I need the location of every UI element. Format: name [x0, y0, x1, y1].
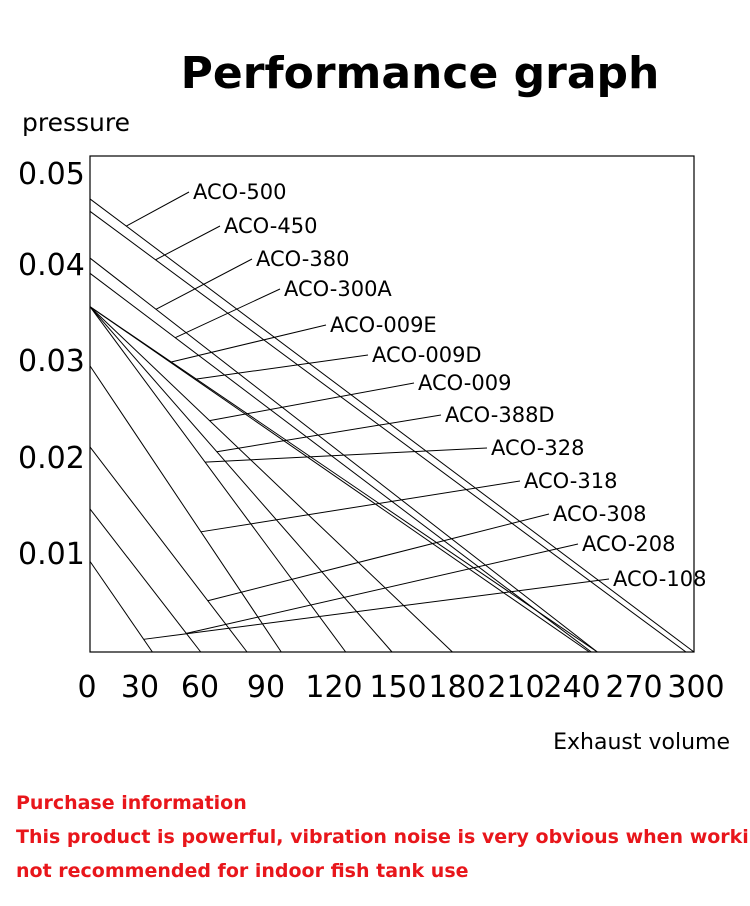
x-tick-label: 210: [487, 670, 544, 705]
y-tick-label: 0.05: [18, 157, 85, 192]
x-tick-label: 270: [605, 670, 662, 705]
x-tick-label: 60: [181, 670, 219, 705]
chart-title: Performance graph: [181, 48, 660, 99]
series-label: ACO-108: [613, 567, 706, 591]
series-line: [89, 306, 598, 653]
series-layer: ACO-500 ACO-450 ACO-380 ACO-300A ACO-009E ACO…: [89, 180, 706, 653]
series-label: ACO-388D: [445, 403, 555, 427]
y-axis-label: pressure: [22, 108, 130, 137]
series-leader-line: [209, 382, 415, 422]
series-label: ACO-208: [582, 532, 675, 556]
series-line: [89, 508, 202, 653]
series-leader-line: [171, 324, 327, 363]
series-line: [89, 210, 687, 653]
y-tick-label: 0.04: [18, 248, 85, 283]
series-label: ACO-450: [224, 214, 317, 238]
purchase-notice: Purchase information This product is pow…: [16, 786, 750, 888]
x-axis-label: Exhaust volume: [553, 730, 730, 755]
series-leader-line: [216, 414, 442, 453]
series-leader-line: [205, 447, 488, 463]
series-line: [89, 306, 393, 653]
series-leader-line: [207, 513, 550, 602]
notice-line-2: not recommended for indoor fish tank use: [16, 860, 469, 882]
series-line: [89, 365, 282, 653]
series-leader-line: [155, 258, 253, 310]
series-leader-line: [143, 578, 610, 640]
series-leader-line: [194, 354, 369, 380]
series-label: ACO-300A: [284, 277, 392, 301]
x-tick-label: 120: [305, 670, 362, 705]
series-label: ACO-009D: [372, 343, 482, 367]
series-label: ACO-328: [491, 436, 584, 460]
series-label: ACO-318: [524, 469, 617, 493]
notice-heading: Purchase information: [16, 792, 247, 814]
x-tick-label: 240: [543, 670, 600, 705]
y-tick-label: 0.03: [18, 344, 85, 379]
series-leader-line: [186, 543, 579, 634]
series-label: ACO-308: [553, 502, 646, 526]
series-line: [89, 306, 590, 653]
plot-frame: [89, 155, 695, 653]
series-label: ACO-009E: [330, 313, 437, 337]
x-tick-label: 0: [77, 670, 96, 705]
series-line: [89, 272, 592, 653]
x-tick-label: 300: [667, 670, 724, 705]
series-label: ACO-380: [256, 247, 349, 271]
x-tick-label: 30: [121, 670, 159, 705]
series-label: ACO-009: [418, 371, 511, 395]
x-tick-label: 150: [369, 670, 426, 705]
series-leader-line: [155, 225, 221, 261]
series-line: [89, 306, 453, 653]
series-leader-line: [200, 480, 521, 533]
x-tick-label: 180: [428, 670, 485, 705]
series-leader-line: [126, 191, 190, 227]
series-line: [89, 306, 347, 653]
series-line: [89, 198, 695, 653]
y-tick-label: 0.01: [18, 537, 85, 572]
notice-line-1: This product is powerful, vibration nois…: [16, 826, 750, 848]
y-tick-label: 0.02: [18, 441, 85, 476]
series-line: [89, 561, 153, 653]
series-leader-line: [175, 288, 281, 339]
series-line: [89, 446, 248, 653]
series-label: ACO-500: [193, 180, 286, 204]
x-tick-label: 90: [247, 670, 285, 705]
